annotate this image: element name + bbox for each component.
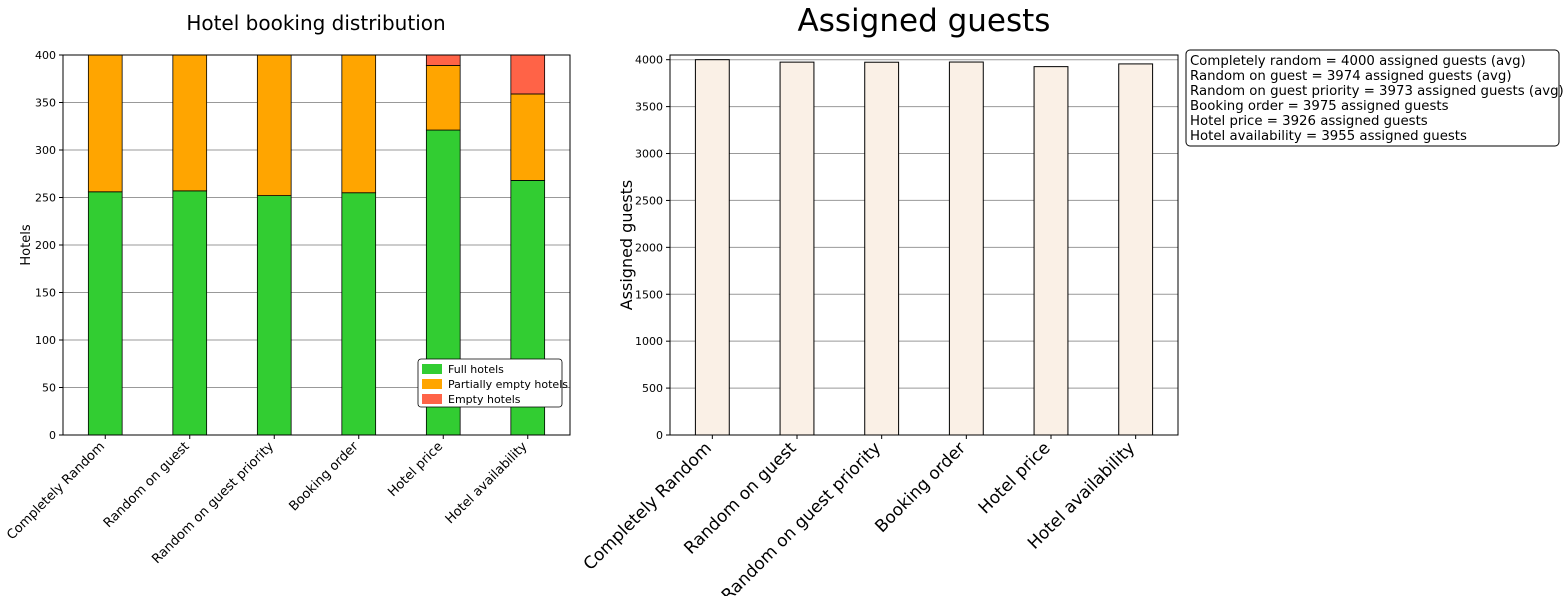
chart2-y-ticks: 0 500 1000 1500 2000 2500 3000 3500 4000 — [635, 54, 670, 442]
bar-full-3 — [341, 192, 377, 436]
x-tick-label: Completely Random — [4, 439, 108, 543]
bar-assigned-4 — [1033, 66, 1069, 436]
y-tick-label: 250 — [35, 192, 56, 205]
bar-partial-5 — [510, 93, 546, 181]
y-tick-label: 100 — [35, 334, 56, 347]
bar-partial-1 — [172, 54, 208, 192]
chart2-y-axis-label: Assigned guests — [617, 180, 636, 311]
y-tick-label: 300 — [35, 144, 56, 157]
y-tick-label: 0 — [49, 429, 56, 442]
chart2-bars — [694, 59, 1154, 436]
legend-label: Full hotels — [448, 363, 504, 376]
chart1-axes-frame — [62, 54, 571, 436]
y-tick-label: 2000 — [635, 241, 663, 254]
legend-swatch — [422, 379, 442, 389]
x-tick-label: Random on guest — [101, 439, 193, 531]
chart1-title: Hotel booking distribution — [186, 11, 445, 35]
annotation-line: Completely random = 4000 assigned guests… — [1190, 54, 1526, 69]
y-tick-label: 200 — [35, 239, 56, 252]
chart2-axes-frame — [669, 54, 1179, 436]
hotel-booking-chart: Hotel booking distribution Hotels 0 50 100… — [4, 11, 571, 567]
annotation-frame — [1185, 49, 1560, 147]
annotation-line: Random on guest = 3974 assigned guests (… — [1190, 69, 1512, 84]
chart1-y-axis-label: Hotels — [19, 224, 34, 265]
y-tick-label: 0 — [656, 429, 663, 442]
x-tick-label: Hotel price — [385, 439, 446, 500]
assigned-guests-chart: Assigned guests Assigned guests 0 500 1000… — [580, 3, 1563, 596]
chart1-bars — [87, 54, 546, 436]
x-tick-label: Hotel price — [975, 438, 1055, 518]
y-tick-label: 350 — [35, 97, 56, 110]
annotation-line: Hotel availability = 3955 assigned guest… — [1190, 129, 1467, 144]
bar-assigned-2 — [864, 61, 900, 436]
chart2-annotation-box: Completely random = 4000 assigned guests… — [1185, 49, 1563, 147]
bar-assigned-1 — [779, 61, 815, 436]
y-tick-label: 1000 — [635, 335, 663, 348]
x-tick-label: Random on guest priority — [718, 438, 885, 596]
y-tick-label: 500 — [642, 382, 663, 395]
legend-label: Empty hotels — [448, 393, 521, 406]
chart2-title: Assigned guests — [798, 3, 1051, 39]
bar-full-2 — [256, 195, 292, 436]
bar-partial-3 — [341, 54, 377, 194]
bar-full-1 — [172, 190, 208, 436]
chart2-gridlines — [670, 59, 1178, 436]
bar-assigned-3 — [948, 61, 984, 436]
y-tick-label: 2500 — [635, 194, 663, 207]
chart1-y-ticks: 0 50 100 150 200 250 300 350 400 — [35, 49, 63, 442]
annotation-line: Random on guest priority = 3973 assigned… — [1190, 84, 1563, 99]
x-tick-label: Booking order — [871, 438, 970, 537]
bar-partial-2 — [256, 54, 292, 197]
x-tick-label: Booking order — [286, 439, 362, 515]
y-tick-label: 3500 — [635, 101, 663, 114]
bar-assigned-0 — [694, 59, 730, 436]
bar-full-0 — [87, 191, 123, 436]
y-tick-label: 50 — [42, 382, 56, 395]
legend-swatch — [422, 394, 442, 404]
chart1-legend: Full hotels Partially empty hotels Empty h… — [417, 358, 568, 408]
x-tick-label: Hotel availability — [443, 439, 531, 527]
bar-partial-0 — [87, 54, 123, 193]
bar-assigned-5 — [1118, 63, 1154, 436]
legend-label: Partially empty hotels — [448, 378, 568, 391]
bar-partial-4 — [425, 65, 461, 131]
annotation-line: Hotel price = 3926 assigned guests — [1190, 114, 1428, 129]
annotation-line: Booking order = 3975 assigned guests — [1190, 99, 1449, 114]
y-tick-label: 150 — [35, 287, 56, 300]
legend-frame — [417, 358, 563, 408]
y-tick-label: 4000 — [635, 54, 663, 67]
legend-swatch — [422, 364, 442, 374]
bar-empty-4 — [425, 54, 461, 66]
y-tick-label: 3000 — [635, 148, 663, 161]
bar-empty-5 — [510, 54, 546, 95]
y-tick-label: 400 — [35, 49, 56, 62]
y-tick-label: 1500 — [635, 288, 663, 301]
